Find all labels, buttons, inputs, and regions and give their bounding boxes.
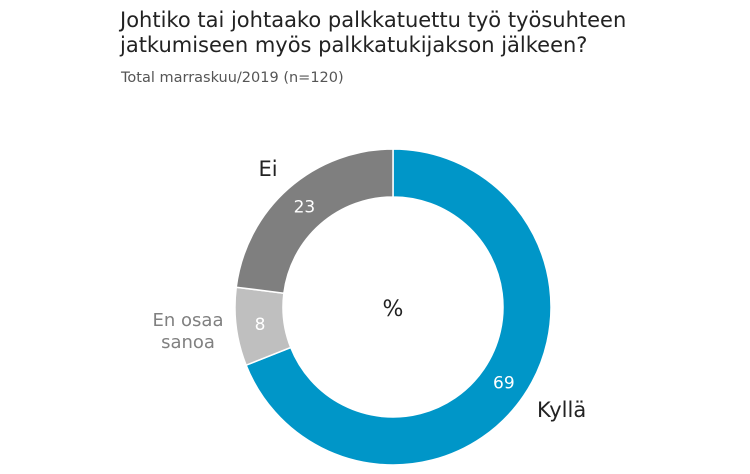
category-label-kylla: Kyllä (537, 398, 586, 422)
category-label-ei: Ei (258, 157, 277, 181)
slice-kylla (245, 148, 552, 466)
center-percent-label: % (383, 297, 404, 322)
value-label-ei: 23 (294, 197, 316, 217)
slice-ei (235, 148, 394, 295)
chart-subtitle: Total marraskuu/2019 (n=120) (121, 70, 344, 86)
donut-slices (234, 148, 552, 466)
chart-title: Johtiko tai johtaako palkkatuettu työ ty… (120, 8, 627, 57)
value-label-en-osaa-sanoa: 8 (255, 315, 266, 335)
category-label-en-osaa-sanoa: En osaa sanoa (153, 310, 224, 353)
donut-labels: 69 Kyllä 8 En osaa sanoa 23 Ei (153, 157, 587, 422)
value-label-kylla: 69 (493, 373, 515, 393)
